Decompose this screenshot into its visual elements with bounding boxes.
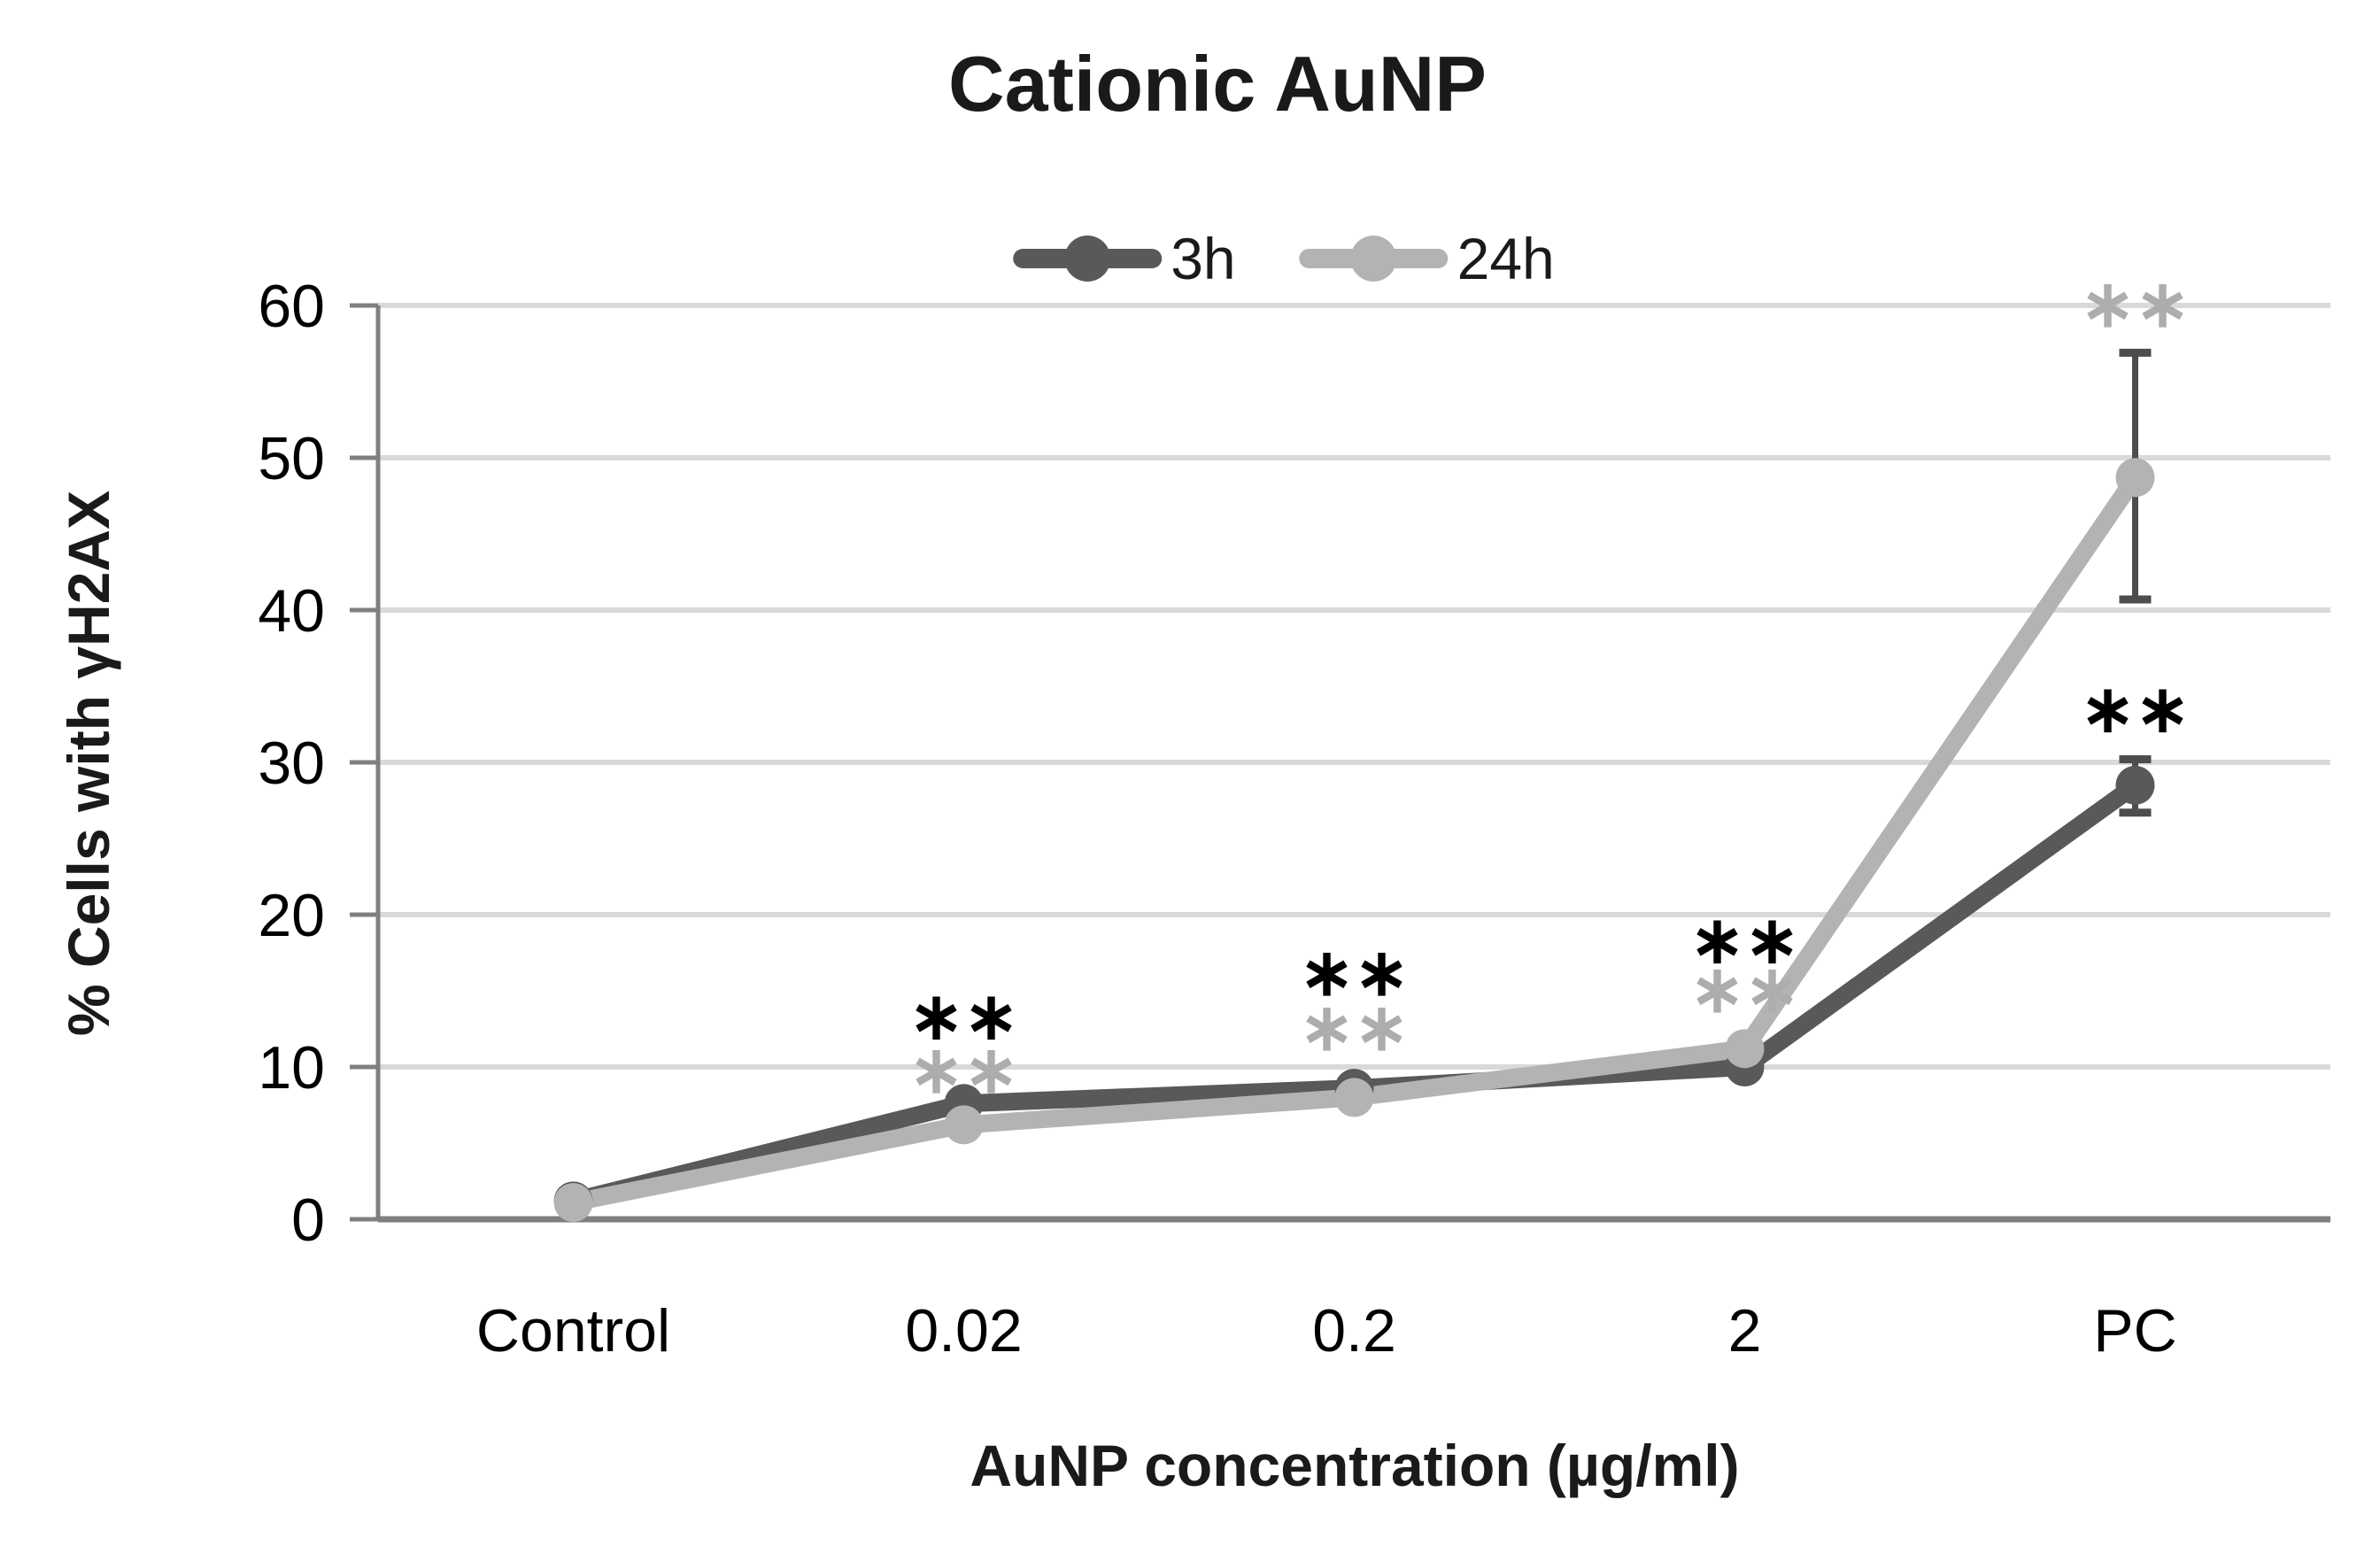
category-label: 0.02 [905,1297,1022,1364]
category-labels: Control 0.02 0.2 2 PC [476,1297,2177,1364]
y-tick-label: 10 [258,1034,325,1102]
significance-mark-3h-2: ∗∗ [1689,903,1799,977]
data-point-24h-0.2 [1334,1078,1374,1117]
legend-dot-24h [1350,236,1397,282]
category-label: PC [2093,1297,2176,1364]
legend: 3h 24h [1013,225,1555,292]
data-point-3h-PC [2115,765,2155,805]
significance-mark-24h-0.2: ∗∗ [1299,990,1409,1063]
legend-label-3h: 3h [1171,226,1236,291]
y-tick-label: 20 [258,882,325,949]
significance-mark-3h-PC: ∗∗ [2080,672,2190,746]
category-label: Control [476,1297,670,1364]
x-axis-title: AuNP concentration (µg/ml) [970,1433,1740,1498]
y-tick-label: 50 [258,425,325,492]
chart-title: Cationic AuNP [948,40,1487,128]
data-point-24h-Control [553,1183,593,1223]
data-point-24h-0.02 [944,1105,984,1145]
legend-dot-3h [1064,236,1111,282]
axes [350,303,2330,1223]
y-tick-label: 0 [291,1187,325,1254]
legend-item-24h: 24h [1299,225,1555,292]
significance-mark-3h-0.02: ∗∗ [908,979,1018,1053]
y-tick-label: 40 [258,577,325,645]
data-point-markers [553,458,2155,1223]
legend-item-3h: 3h [1013,225,1236,292]
y-tick-labels: 0 10 20 30 40 50 60 [258,273,325,1254]
data-point-24h-PC [2115,458,2155,498]
y-tick-label: 60 [258,273,325,340]
gridlines [378,303,2330,1070]
legend-label-24h: 24h [1457,226,1555,291]
line-marker-icon [1299,234,1449,283]
significance-mark-3h-0.2: ∗∗ [1299,935,1409,1009]
significance-mark-24h-2: ∗∗ [1689,952,1799,1025]
significance-mark-24h-0.02: ∗∗ [908,1032,1018,1106]
data-point-24h-2 [1725,1029,1765,1069]
y-tick-label: 30 [258,730,325,797]
significance-marks: ∗∗∗∗∗∗∗∗∗∗∗∗∗∗∗∗ [908,267,2190,1106]
category-label: 2 [1728,1297,1762,1364]
line-marker-icon [1013,234,1163,283]
category-label: 0.2 [1312,1297,1396,1364]
significance-mark-24h-PC: ∗∗ [2080,267,2190,340]
